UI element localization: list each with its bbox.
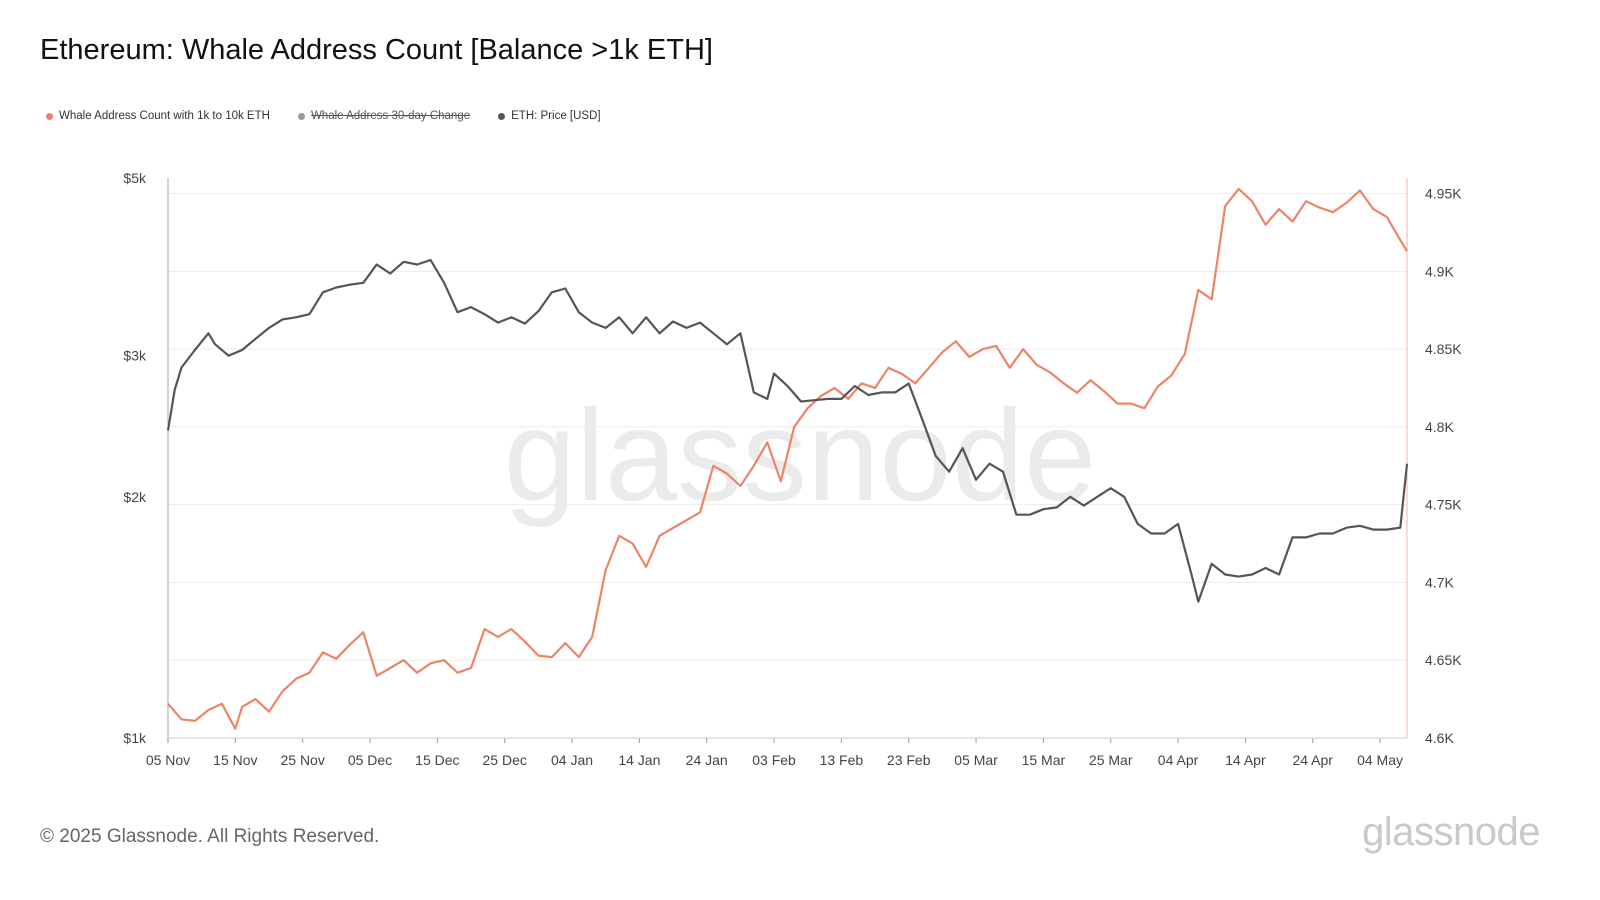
x-tick-label: 14 Apr <box>1225 752 1266 768</box>
x-tick-label: 23 Feb <box>887 752 931 768</box>
y-right-tick-label: 4.95K <box>1425 186 1462 202</box>
legend-item-30-day-change[interactable]: Whale Address 30-day Change <box>297 110 471 122</box>
legend-dot-icon <box>46 112 53 120</box>
x-tick-label: 24 Jan <box>686 752 728 768</box>
x-tick-label: 04 Jan <box>551 752 593 768</box>
legend-label: Whale Address Count with 1k to 10k ETH <box>59 110 270 122</box>
eth-price-line <box>166 258 1409 603</box>
x-tick-label: 05 Mar <box>954 752 998 768</box>
series-lines <box>166 187 1409 730</box>
y-left-tick-label: $3k <box>123 348 147 364</box>
x-tick-label: 14 Jan <box>618 752 660 768</box>
y-left-tick-label: $2k <box>123 489 147 505</box>
legend-item-eth-price[interactable]: ETH: Price [USD] <box>498 110 601 122</box>
x-tick-label: 25 Nov <box>280 752 324 768</box>
copyright-footer: © 2025 Glassnode. All Rights Reserved. <box>40 826 380 847</box>
axes <box>167 178 1408 743</box>
legend-dot-icon <box>498 112 506 120</box>
y-right-tick-label: 4.65K <box>1425 652 1462 668</box>
legend: Whale Address Count with 1k to 10k ETH W… <box>46 110 601 122</box>
y-right-tick-label: 4.8K <box>1425 419 1454 435</box>
x-tick-label: 05 Nov <box>146 752 190 768</box>
legend-label: Whale Address 30-day Change <box>310 110 471 122</box>
x-tick-label: 24 Apr <box>1292 752 1333 768</box>
legend-label: ETH: Price [USD] <box>511 110 601 122</box>
y-right-tick-label: 4.85K <box>1425 341 1462 357</box>
y-right-tick-label: 4.7K <box>1425 574 1454 590</box>
x-tick-label: 13 Feb <box>820 752 864 768</box>
legend-item-whale-count[interactable]: Whale Address Count with 1k to 10k ETH <box>46 110 270 122</box>
chart-title: Ethereum: Whale Address Count [Balance >… <box>40 34 713 66</box>
x-tick-label: 15 Dec <box>415 752 459 768</box>
y-left-tick-label: $5k <box>123 170 147 186</box>
y-right-tick-label: 4.9K <box>1425 263 1454 279</box>
x-tick-label: 25 Dec <box>483 752 527 768</box>
x-tick-label: 05 Dec <box>348 752 392 768</box>
x-tick-label: 03 Feb <box>752 752 796 768</box>
y-right-tick-label: 4.6K <box>1425 730 1454 746</box>
brand-logo: glassnode <box>1362 810 1540 854</box>
watermark: glassnode <box>504 382 1097 528</box>
legend-dot-icon <box>297 112 305 120</box>
y-left-tick-label: $1k <box>123 730 147 746</box>
x-tick-label: 15 Mar <box>1022 752 1066 768</box>
y-right-tick-label: 4.75K <box>1425 497 1462 513</box>
x-tick-label: 25 Mar <box>1089 752 1133 768</box>
x-tick-label: 04 Apr <box>1158 752 1199 768</box>
tick-labels: 4.6K 4.65K 4.7K 4.75K 4.8K 4.85K 4.9K 4.95K $1k $… <box>123 170 1462 768</box>
whale-count-line <box>167 187 1408 730</box>
x-tick-label: 15 Nov <box>213 752 257 768</box>
x-tick-label: 04 May <box>1357 752 1403 768</box>
